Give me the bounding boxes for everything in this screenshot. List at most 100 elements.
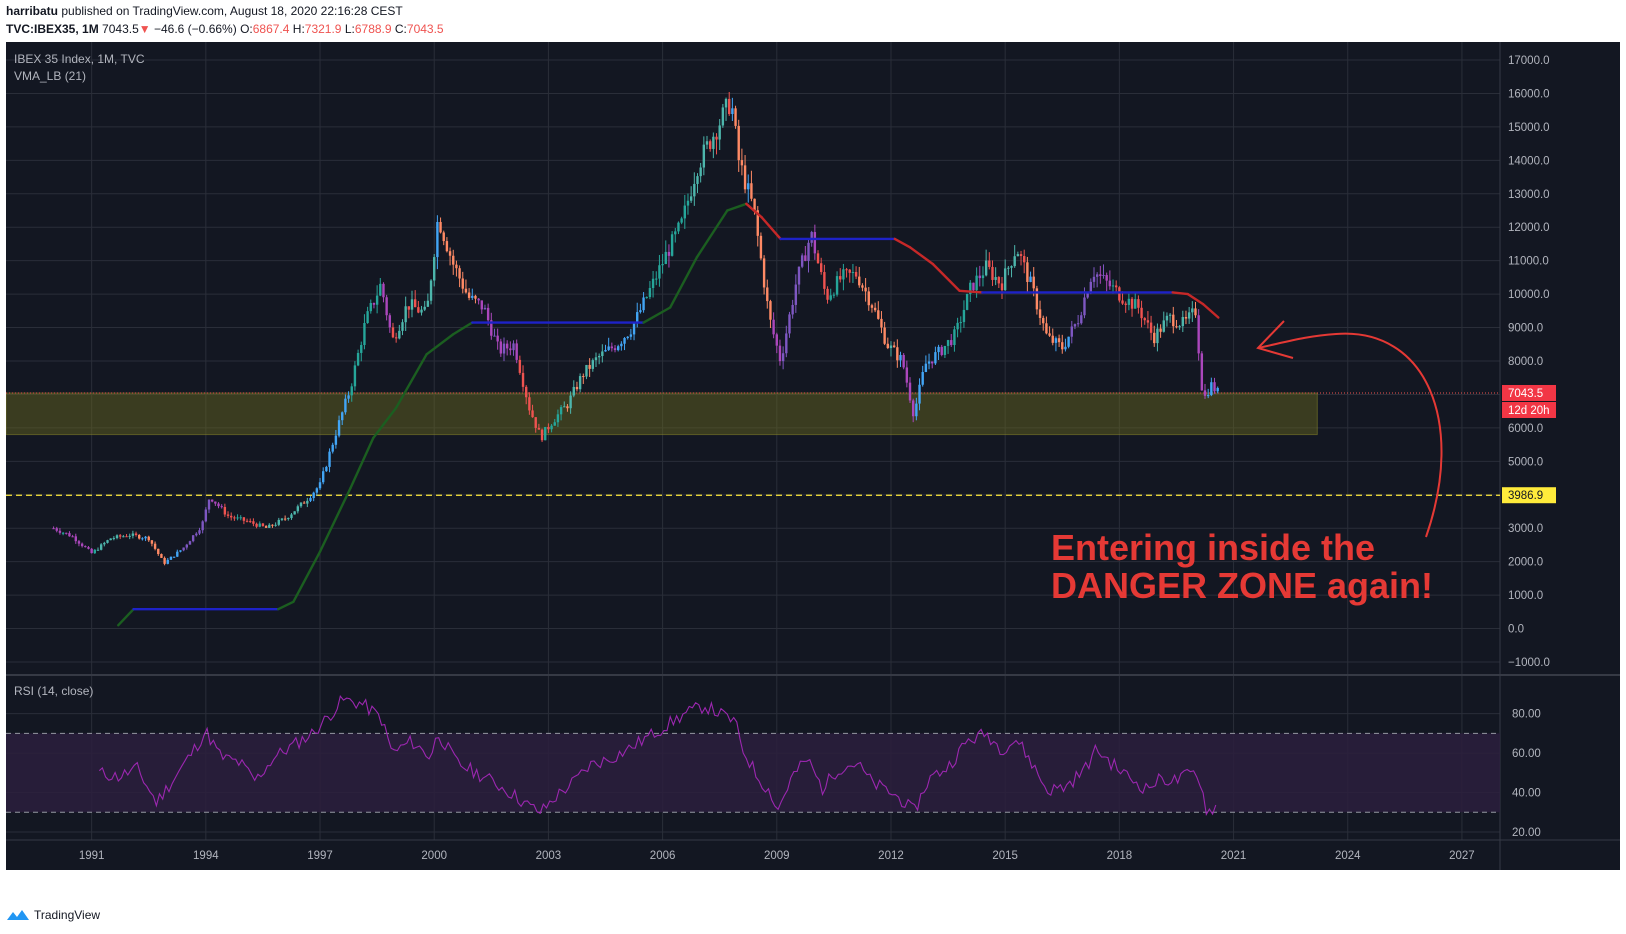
candle-body [1092,276,1096,282]
candle-body [636,312,639,324]
candle-body [290,514,293,519]
candle-body [724,98,728,108]
candle-body [306,500,309,504]
chart-svg[interactable]: −1000.00.01000.02000.03000.04000.05000.0… [5,42,1620,870]
rsi-tick-label: 40.00 [1512,788,1541,800]
candle-body [153,543,157,549]
candle-body [578,376,582,390]
candle-body [629,334,633,337]
indicator-legend[interactable]: VMA_LB (21) [14,69,87,83]
candle-body [128,535,131,537]
candle-body [157,548,160,555]
candle-body [1153,332,1156,344]
candle-body [328,451,331,467]
vma-segment [372,406,398,440]
candle-body [141,538,144,540]
candle-body [293,511,296,515]
candle-body [997,277,1001,284]
candle-body [1070,326,1073,337]
candle-body [616,346,620,351]
vma-segment [318,486,352,553]
candle-body [420,309,423,313]
candle-body [918,384,921,404]
candle-body [236,517,239,519]
main-legend-title[interactable]: IBEX 35 Index, 1M, TVC [14,52,145,66]
candle-body [299,502,303,507]
candle-body [341,412,344,421]
candle-body [683,205,687,219]
candle-body [1130,298,1134,309]
candle-body [201,521,204,531]
candle-body [55,528,58,531]
candle-body [699,167,702,177]
candle-body [84,546,87,548]
candle-body [1035,288,1039,310]
candle-body [318,482,322,489]
time-axis[interactable]: 1991 1994 1997 2000 2003 2006 2009 2012 2015 2018… [79,850,1475,862]
candle-body [490,320,493,336]
candle-body [559,407,563,415]
candle-body [797,266,801,285]
candle-body [839,276,842,280]
price-tick-label: 16000.0 [1508,88,1550,100]
candle-body [908,382,912,401]
candle-body [1073,324,1077,327]
candle-body [1159,328,1162,332]
candle-body [144,536,147,539]
rsi-legend[interactable]: RSI (14, close) [14,684,94,698]
candle-body [455,264,458,269]
candle-body [1111,285,1115,287]
candle-body [204,509,208,522]
candle-body [588,364,591,369]
candle-body [772,319,775,335]
candle-body [892,345,896,348]
candle-body [280,518,284,520]
candle-body [924,363,928,372]
candle-body [1213,382,1216,392]
rsi-axis[interactable]: 20.00 40.00 60.00 80.00 [1512,709,1541,839]
candle-body [195,533,198,536]
candle-body [810,232,813,243]
candle-body [788,314,791,334]
candle-body [1099,274,1102,276]
candle-body [648,288,652,298]
candle-body [861,285,864,288]
candle-body [302,502,306,504]
annotation-line-2: DANGER ZONE again! [1051,565,1433,606]
candle-body [664,251,667,265]
price-tick-label: 11000.0 [1508,256,1549,268]
candle-body [645,297,648,299]
candle-body [769,301,772,320]
author-name[interactable]: harribatu [6,4,59,18]
vma-segment [908,246,935,266]
candle-body [369,303,372,312]
candle-body [274,524,277,526]
price-axis[interactable]: −1000.00.01000.02000.03000.04000.05000.0… [1508,55,1550,669]
candle-body [1108,280,1112,287]
candle-body [1067,336,1070,347]
candle-body [553,422,556,426]
candle-body [58,530,62,533]
vma-segment [1186,292,1205,306]
vma-segment [452,321,474,336]
chart-area[interactable]: −1000.00.01000.02000.03000.04000.05000.0… [5,42,1620,870]
candle-body [858,276,861,286]
candle-body [1023,256,1026,263]
candle-body [1038,309,1042,318]
candle-body [905,367,909,383]
candle-body [1051,335,1054,343]
candle-body [937,346,940,353]
candle-body [1029,276,1032,282]
candle-body [363,322,366,346]
candle-body [1137,299,1140,308]
candle-body [96,549,100,551]
candle-body [658,265,661,279]
candle-body [994,277,997,280]
candle-body [528,397,531,411]
candle-body [442,232,445,242]
change-value: −46.6 (−0.66%) [153,22,237,36]
candle-body [233,517,236,519]
close-value: 7043.5 [406,22,444,36]
time-tick-label: 2012 [878,850,904,862]
candle-body [1016,254,1020,257]
